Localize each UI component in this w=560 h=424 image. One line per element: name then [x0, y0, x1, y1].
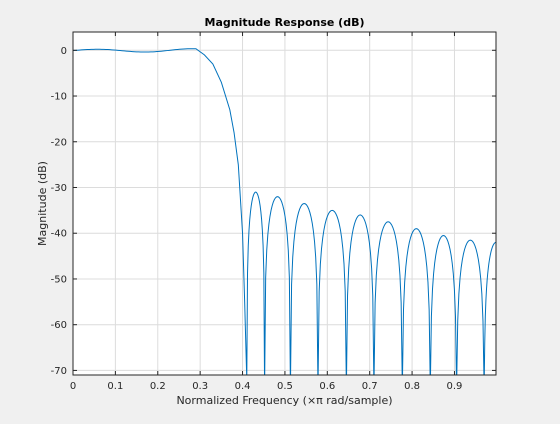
x-tick-label: 0.2 — [150, 381, 166, 392]
y-tick-label: -40 — [51, 229, 67, 240]
y-tick-label: -70 — [51, 366, 67, 377]
x-tick-label: 0.6 — [319, 381, 335, 392]
x-tick-label: 0.3 — [192, 381, 208, 392]
x-tick-label: 0 — [70, 381, 76, 392]
y-tick-label: -20 — [51, 137, 67, 148]
x-tick-label: 0.1 — [107, 381, 123, 392]
y-tick-label: -50 — [51, 274, 67, 285]
series-group — [73, 48, 496, 375]
y-tick-label: -60 — [51, 320, 67, 331]
magnitude-response-line — [73, 48, 496, 375]
y-tick-label: -30 — [51, 183, 67, 194]
y-tick-group: 0 -10 -20 -30 -40 -50 -60 -70 — [51, 46, 496, 377]
y-tick-label: 0 — [61, 46, 67, 57]
x-tick-group: 0 0.1 0.2 0.3 0.4 0.5 0.6 0.7 0.8 0.9 — [70, 32, 463, 392]
x-axis-label: Normalized Frequency (×π rad/sample) — [176, 394, 392, 407]
x-tick-label: 0.4 — [235, 381, 251, 392]
chart-title: Magnitude Response (dB) — [205, 16, 365, 29]
y-tick-label: -10 — [51, 92, 67, 103]
grid-lines — [73, 32, 496, 375]
x-tick-label: 0.8 — [404, 381, 420, 392]
y-axis-label: Magnitude (dB) — [36, 161, 49, 246]
x-tick-label: 0.5 — [277, 381, 293, 392]
x-tick-label: 0.9 — [447, 381, 463, 392]
x-tick-label: 0.7 — [362, 381, 378, 392]
